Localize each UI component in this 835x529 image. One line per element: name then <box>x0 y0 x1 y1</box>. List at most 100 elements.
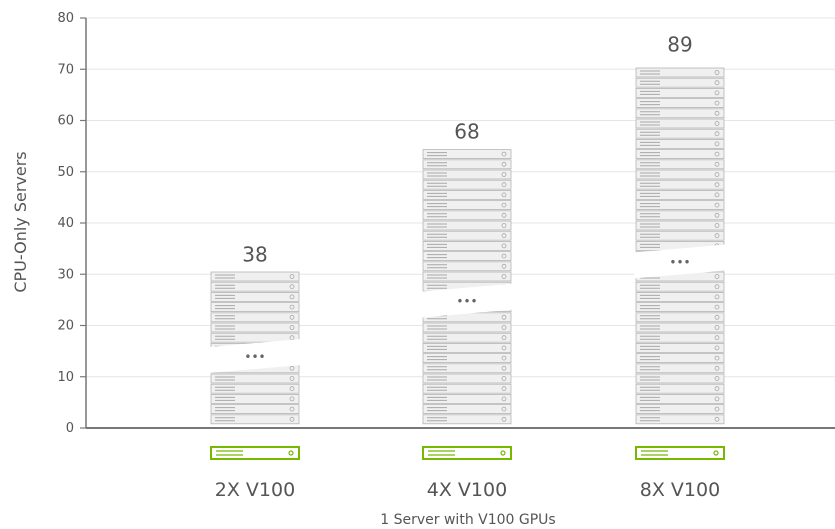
server-led <box>501 172 507 177</box>
server-led <box>714 100 720 106</box>
server-led <box>501 325 507 330</box>
server-led <box>714 202 720 208</box>
data-label: 68 <box>454 120 479 144</box>
server-unit <box>635 312 725 323</box>
bars: ••• 38 ••• 68 ••• 89 <box>209 33 726 425</box>
server-led <box>289 325 295 330</box>
server-unit-body <box>635 414 725 425</box>
server-unit-body <box>422 200 512 211</box>
server-led <box>501 182 507 188</box>
server-unit-body <box>635 312 725 323</box>
server-unit-body <box>635 220 725 231</box>
server-unit <box>422 363 512 374</box>
gpu-server-led <box>500 450 506 456</box>
gpu-server-icon <box>422 446 512 460</box>
server-unit-body <box>635 281 725 292</box>
server-unit-body <box>635 363 725 374</box>
server-led <box>714 90 720 96</box>
server-unit-body <box>422 240 512 251</box>
server-led <box>501 263 507 269</box>
server-unit <box>635 189 725 200</box>
server-unit <box>422 169 512 180</box>
server-unit <box>422 240 512 251</box>
server-unit-body <box>635 342 725 353</box>
y-tick-label: 70 <box>57 62 74 77</box>
category-labels: 2X V100 4X V100 8X V100 <box>210 446 725 501</box>
server-unit <box>422 383 512 394</box>
server-unit-body <box>422 251 512 262</box>
server-unit-body <box>210 393 300 404</box>
server-led <box>714 223 720 228</box>
server-unit <box>422 149 512 160</box>
server-unit-body <box>635 404 725 415</box>
server-unit <box>422 404 512 415</box>
server-unit <box>422 332 512 343</box>
server-unit <box>635 414 725 425</box>
server-led <box>501 416 507 422</box>
server-unit-body <box>422 393 512 404</box>
server-unit <box>635 138 725 149</box>
server-led <box>714 406 720 412</box>
category-label: 8X V100 <box>640 479 720 501</box>
break-band <box>209 339 301 374</box>
server-unit-body <box>635 77 725 88</box>
server-unit <box>635 373 725 384</box>
server-unit <box>635 118 725 129</box>
server-unit <box>635 169 725 180</box>
server-unit <box>210 332 300 343</box>
gpu-server-body <box>635 446 725 460</box>
server-led <box>714 314 720 320</box>
server-led <box>714 294 720 300</box>
server-unit-body <box>635 393 725 404</box>
server-unit <box>422 342 512 353</box>
server-led <box>501 253 507 259</box>
server-led <box>501 151 507 157</box>
server-unit <box>635 342 725 353</box>
server-led <box>289 406 295 412</box>
server-led <box>501 161 507 167</box>
server-led <box>714 131 720 137</box>
server-unit-body <box>422 271 512 282</box>
server-unit <box>635 98 725 108</box>
server-led <box>501 243 507 249</box>
data-label: 38 <box>242 243 267 267</box>
y-tick-label: 80 <box>57 11 74 26</box>
server-unit-body <box>422 261 512 272</box>
server-led <box>714 161 720 167</box>
server-unit-body <box>635 302 725 313</box>
y-tick-label: 40 <box>57 216 74 231</box>
server-unit-body <box>635 98 725 108</box>
server-led <box>289 304 295 310</box>
server-led <box>714 416 720 422</box>
server-unit <box>635 393 725 404</box>
server-unit-body <box>210 271 300 282</box>
server-unit-body <box>422 353 512 364</box>
server-unit-body <box>635 200 725 211</box>
server-led <box>501 223 507 228</box>
server-unit-body <box>422 373 512 384</box>
server-unit <box>635 88 725 98</box>
server-unit <box>422 210 512 221</box>
server-led <box>714 182 720 188</box>
server-unit <box>635 230 725 241</box>
server-unit-body <box>635 67 725 78</box>
server-unit <box>635 200 725 211</box>
server-led <box>714 386 720 392</box>
server-unit-body <box>422 169 512 180</box>
y-tick-label: 10 <box>57 370 74 385</box>
server-unit <box>635 353 725 364</box>
server-unit <box>210 322 300 333</box>
server-unit <box>635 291 725 302</box>
server-led <box>501 212 507 218</box>
server-led <box>289 284 295 290</box>
server-unit-body <box>210 312 300 323</box>
server-unit-body <box>210 302 300 313</box>
server-unit-body <box>422 363 512 374</box>
y-tick-label: 0 <box>66 421 74 436</box>
server-led <box>714 365 720 371</box>
server-unit-body <box>422 210 512 221</box>
server-unit <box>422 189 512 200</box>
server-unit-body <box>422 414 512 425</box>
break-symbol: ••• <box>669 255 690 269</box>
